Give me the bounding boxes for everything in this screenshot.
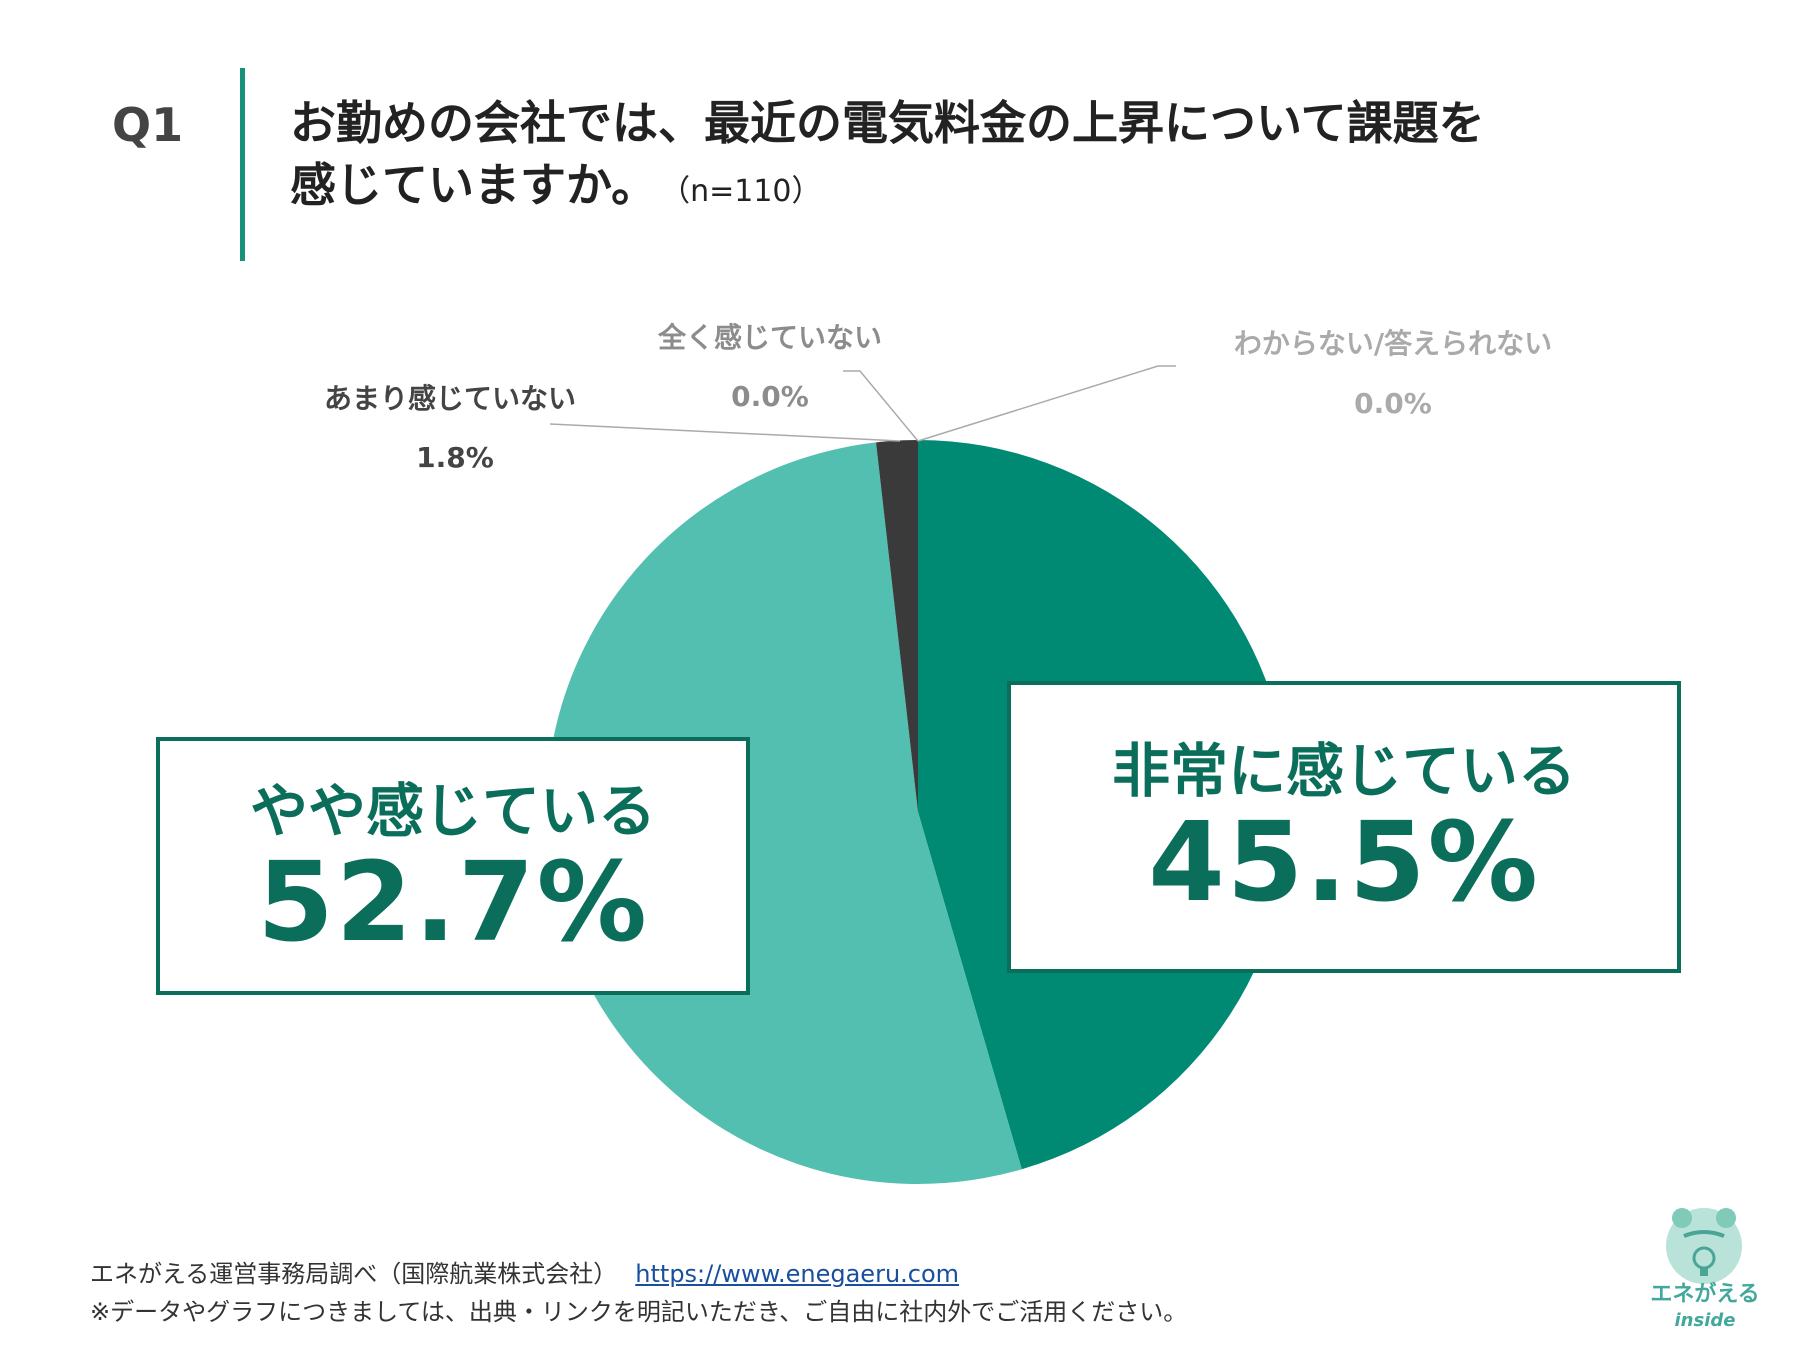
- label-box-yaya: やや感じている 52.7%: [156, 737, 750, 995]
- question-line-2-text: 感じていますか。: [290, 158, 658, 212]
- category-label-hijou: 非常に感じている: [1111, 737, 1576, 805]
- logo-sub: inside: [1674, 1310, 1736, 1331]
- category-label-mattaku: 全く感じていない: [657, 321, 882, 354]
- question-line-2: 感じていますか。 （n=110）: [290, 154, 1590, 223]
- question-line-1: お勤めの会社では、最近の電気料金の上昇について課題を: [290, 96, 1485, 150]
- leader-lines: [549, 365, 1176, 442]
- title-accent-bar: [240, 68, 245, 261]
- pie-slice-yaya: [545, 442, 1022, 1185]
- footer-line-1: エネがえる運営事務局調べ（国際航業株式会社） https://www.enegae…: [90, 1255, 1187, 1293]
- value-label-amari: 1.8%: [416, 441, 494, 474]
- category-label-yaya: やや感じている: [249, 777, 656, 845]
- question-number: Q1: [112, 98, 184, 152]
- footer-line-2: ※データやグラフにつきましては、出典・リンクを明記いただき、ご自由に社内外でご活…: [90, 1298, 1188, 1326]
- source-link[interactable]: https://www.enegaeru.com: [635, 1260, 960, 1288]
- question-title: お勤めの会社では、最近の電気料金の上昇について課題を 感じていますか。 （n=11…: [290, 92, 1590, 223]
- footer: エネがえる運営事務局調べ（国際航業株式会社） https://www.enegae…: [90, 1255, 1187, 1331]
- sample-size: （n=110）: [675, 174, 822, 209]
- label-box-hijou: 非常に感じている 45.5%: [1007, 681, 1681, 973]
- small-labels: あまり感じていない 1.8% 全く感じていない 0.0% わからない/答えられな…: [324, 321, 1552, 474]
- logo-name: エネがえる: [1650, 1282, 1760, 1307]
- value-label-yaya: 52.7%: [257, 838, 649, 966]
- source-text: エネがえる運営事務局調べ（国際航業株式会社）: [90, 1260, 618, 1288]
- pie-slice-amari: [876, 440, 918, 812]
- logo-text: エネがえる inside: [1640, 1282, 1770, 1334]
- value-label-wakaranai: 0.0%: [1354, 387, 1432, 420]
- value-label-mattaku: 0.0%: [731, 380, 809, 413]
- enegaeru-logo-icon: [1666, 1208, 1742, 1284]
- category-label-amari: あまり感じていない: [324, 382, 576, 415]
- leader-line-amari: [549, 423, 901, 442]
- value-label-hijou: 45.5%: [1148, 798, 1540, 926]
- leader-line-wakaranai: [917, 365, 1176, 442]
- leader-line-mattaku: [843, 370, 919, 442]
- category-label-wakaranai: わからない/答えられない: [1234, 327, 1552, 360]
